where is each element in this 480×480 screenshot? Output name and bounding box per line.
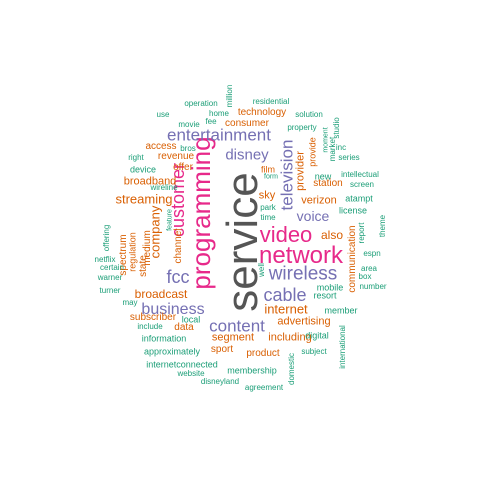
word-provide: provide [307, 137, 318, 167]
word-information: information [141, 333, 187, 344]
word-verizon: verizon [301, 194, 337, 207]
word-feature: feature [166, 209, 174, 231]
word-operation: operation [184, 99, 218, 108]
word-provider: provider [294, 151, 307, 191]
word-fcc: fcc [166, 267, 190, 287]
word-sky: sky [258, 189, 276, 202]
word-voice: voice [296, 208, 330, 224]
word-time: time [260, 213, 276, 222]
word-warner: warner [97, 273, 123, 282]
word-atampt: atampt [345, 193, 373, 204]
word-website: website [177, 369, 205, 378]
word-channel: channel [173, 228, 184, 264]
word-million: million [225, 84, 234, 108]
word-content: content [209, 316, 265, 336]
word-bros: bros [180, 144, 196, 153]
word-license: license [338, 205, 368, 216]
word-moment: moment [322, 127, 330, 153]
word-number: number [359, 282, 387, 291]
word-film: film [261, 164, 275, 175]
word-property: property [287, 123, 317, 132]
word-movie: movie [178, 120, 200, 129]
word-subscriber: subscriber [129, 312, 177, 323]
word-local: local [181, 314, 201, 325]
word-station: station [313, 178, 343, 189]
word-sport: sport [210, 344, 234, 355]
word-offer: offer [173, 162, 193, 173]
word-television: television [277, 139, 297, 211]
word-access: access [145, 141, 177, 152]
word-broadband: broadband [123, 175, 177, 188]
word-include: include [137, 322, 163, 331]
word-segment: segment [211, 331, 255, 344]
word-new: new [314, 171, 332, 182]
word-streaming: streaming [115, 191, 173, 207]
word-studio: studio [332, 117, 341, 139]
word-intellectual: intellectual [341, 170, 379, 179]
word-international: international [338, 325, 347, 369]
word-well: well [257, 263, 266, 277]
word-technology: technology [237, 107, 287, 118]
word-mobile: mobile [316, 282, 344, 293]
word-device: device [129, 164, 157, 175]
word-netflix: netflix [94, 255, 116, 264]
word-fee: fee [205, 117, 217, 126]
word-product: product [246, 348, 280, 359]
word-use: use [156, 110, 170, 119]
word-state: state [138, 255, 149, 277]
word-subject: subject [301, 347, 327, 356]
word-disneyland: disneyland [200, 377, 240, 386]
word-residential: residential [252, 97, 290, 106]
word-report: report [357, 222, 366, 244]
word-series: series [338, 153, 360, 162]
word-internet: internet [264, 301, 308, 317]
word-wireless: wireless [268, 263, 338, 285]
word-domestic: domestic [287, 352, 296, 386]
word-network: network [258, 242, 344, 269]
word-wireline: wireline [150, 183, 178, 192]
word-member: member [324, 305, 358, 316]
word-form: form [264, 173, 278, 181]
word-cable: cable [263, 285, 307, 305]
word-solution: solution [295, 110, 323, 119]
word-resort: resort [313, 290, 337, 301]
word-home: home [208, 109, 230, 118]
word-approximately: approximately [143, 346, 201, 357]
word-revenue: revenue [157, 151, 195, 162]
word-also: also [320, 228, 344, 242]
word-theme: theme [378, 214, 387, 238]
word-consumer: consumer [225, 118, 269, 129]
word-video: video [259, 222, 313, 247]
word-including: including [268, 331, 312, 344]
word-market: market [328, 136, 337, 162]
word-entertainment: entertainment [167, 125, 271, 145]
word-inc: inc [335, 143, 347, 152]
word-broadcast: broadcast [134, 287, 188, 301]
word-may: may [122, 298, 138, 307]
word-certain: certain [99, 263, 125, 272]
word-area: area [360, 264, 378, 273]
word-disney: disney [225, 146, 269, 164]
word-espn: espn [363, 249, 381, 258]
word-screen: screen [349, 180, 375, 189]
word-internetconnected: internetconnected [146, 359, 218, 370]
word-turner: turner [99, 286, 121, 295]
word-agreement: agreement [244, 383, 284, 392]
word-business: business [141, 301, 205, 318]
word-right: right [128, 153, 144, 162]
word-digital: digital [305, 330, 329, 341]
word-membership: membership [227, 365, 277, 376]
word-offering: offering [102, 224, 111, 252]
word-data: data [174, 322, 194, 333]
word-park: park [260, 203, 276, 212]
word-advertising: advertising [277, 315, 331, 328]
word-regulation: regulation [127, 232, 138, 272]
word-box: box [358, 272, 372, 281]
